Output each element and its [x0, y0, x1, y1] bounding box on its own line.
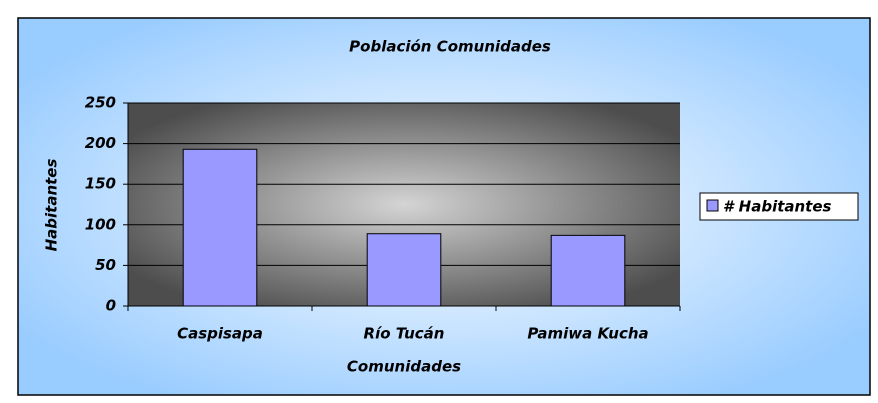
- y-axis-title: Habitantes: [43, 159, 61, 252]
- x-tick-label: Río Tucán: [364, 325, 445, 343]
- y-tick-label: 50: [95, 256, 116, 274]
- legend-swatch: [706, 199, 719, 212]
- legend-label: # Habitantes: [723, 198, 832, 216]
- y-tick-label: 0: [106, 297, 116, 315]
- legend-box: [699, 192, 859, 221]
- x-tick-label: Caspisapa: [177, 325, 263, 343]
- x-axis-title: Comunidades: [347, 358, 461, 376]
- bar: [550, 234, 626, 307]
- y-tick-label: 200: [85, 134, 116, 152]
- y-tick-label: 250: [85, 94, 116, 112]
- bar: [366, 233, 442, 307]
- chart-title: Población Comunidades: [349, 38, 551, 56]
- bar: [182, 148, 258, 307]
- legend: # Habitantes: [699, 192, 859, 221]
- x-tick-label: Pamiwa Kucha: [527, 325, 648, 343]
- y-tick-label: 100: [85, 215, 116, 233]
- y-tick-label: 150: [85, 175, 116, 193]
